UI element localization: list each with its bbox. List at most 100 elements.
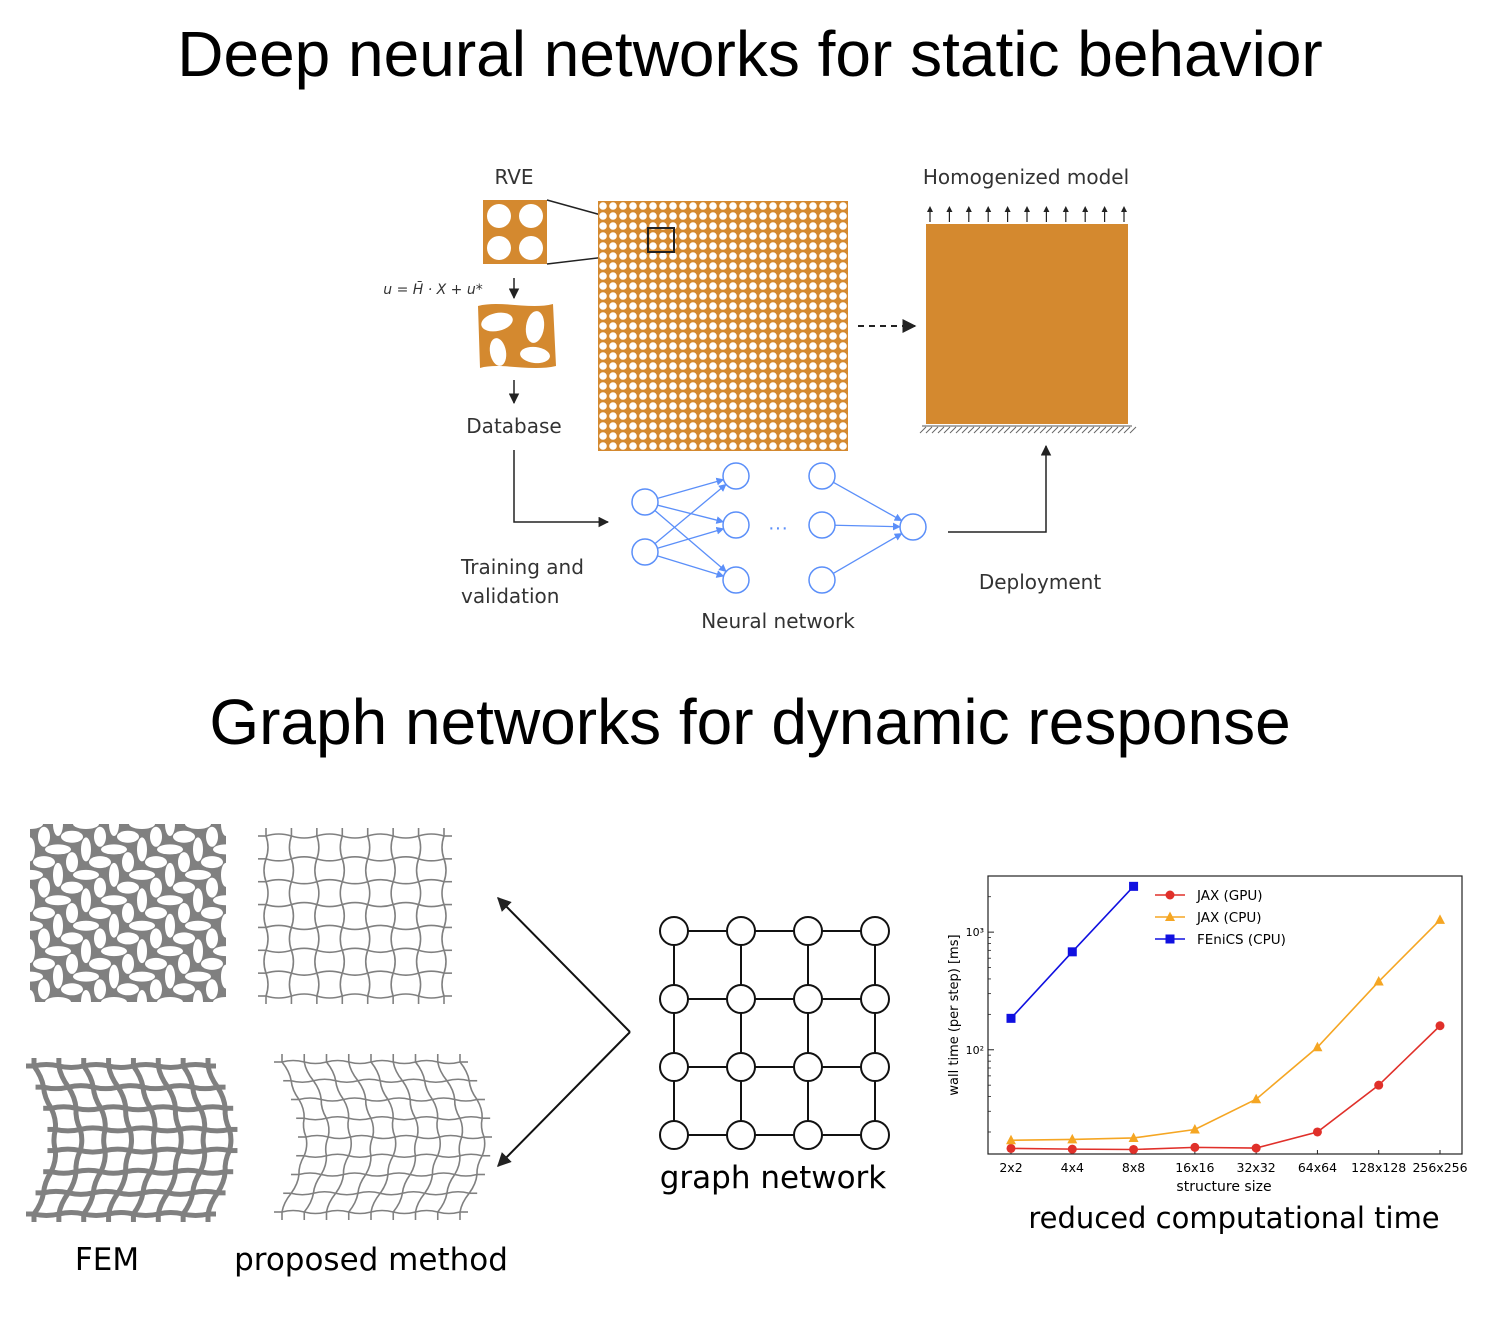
graph-network-diagram: [659, 916, 890, 1150]
data-point: [1190, 1142, 1200, 1152]
data-point: [1312, 1127, 1322, 1137]
nn-node: [722, 462, 750, 490]
data-point: [1189, 1123, 1200, 1134]
graph-node: [860, 1120, 890, 1150]
nn-ellipsis: ···: [768, 517, 788, 539]
nn-node: [722, 566, 750, 594]
x-tick-label: 4x4: [1061, 1160, 1084, 1175]
homogenized-model-label: Homogenized model: [923, 165, 1129, 189]
data-point: [1373, 976, 1384, 986]
x-tick-label: 32x32: [1237, 1160, 1276, 1175]
chart-series: [1006, 881, 1445, 1154]
x-tick-label: 64x64: [1298, 1160, 1337, 1175]
database-label: Database: [466, 414, 561, 438]
arrow-database-to-network: [513, 450, 610, 528]
graph-node: [659, 984, 689, 1014]
graph-node: [659, 1052, 689, 1082]
dynamic-section-title: Graph networks for dynamic response: [209, 686, 1291, 758]
graph-node: [860, 916, 890, 946]
nn-node: [722, 511, 750, 539]
nn-node: [631, 488, 659, 516]
fem-structure-undeformed: [17, 812, 239, 1014]
rve-zoom-box: [647, 227, 675, 253]
data-point: [1251, 1093, 1262, 1104]
series-line: [1010, 1025, 1441, 1151]
y-tick-label: 10²: [966, 1044, 984, 1057]
x-tick-label: 8x8: [1122, 1160, 1145, 1175]
data-point: [1006, 1143, 1016, 1153]
data-point: [1129, 1144, 1139, 1154]
neural-network-diagram: [631, 462, 927, 594]
dynamic-diagram: FEM proposed method graph network struct…: [17, 812, 1468, 1278]
nn-node: [808, 462, 836, 490]
fixed-support-hatch: [919, 425, 1137, 434]
proposed-structure-undeformed: [258, 828, 452, 1004]
graph-node: [860, 984, 890, 1014]
data-point: [1435, 1021, 1445, 1031]
graph-node: [659, 1120, 689, 1150]
data-point: [1067, 1133, 1078, 1144]
data-point: [1435, 914, 1445, 924]
legend-entry: JAX (GPU): [1196, 888, 1263, 904]
data-point: [1374, 1080, 1384, 1090]
y-tick-label: 10³: [966, 926, 984, 939]
deformed-rve: [478, 304, 556, 368]
chart-plot-area: [987, 875, 1463, 1155]
static-section-title: Deep neural networks for static behavior: [177, 18, 1323, 90]
arrow-graph-to-bottom: [497, 1031, 631, 1167]
training-label-line1: Training and: [460, 555, 584, 579]
graph-node: [726, 916, 756, 946]
chart-ticks: 2x2 4x4 8x8 16x16 32x32 64x64 128x128 256x256 10…: [966, 896, 1468, 1175]
proposed-method-label: proposed method: [234, 1242, 508, 1278]
graph-node: [659, 916, 689, 946]
graph-node: [860, 1052, 890, 1082]
data-point: [1006, 1134, 1016, 1145]
chart-legend: JAX (GPU) JAX (CPU) FEniCS (CPU): [1155, 888, 1286, 948]
fem-structure-deformed: [26, 1058, 238, 1222]
chart-caption: reduced computational time: [1028, 1201, 1439, 1235]
nn-node: [899, 513, 927, 541]
rve-lattice: [598, 201, 848, 451]
proposed-structure-deformed: [274, 1054, 492, 1220]
nn-node: [808, 566, 836, 594]
homogenized-block: [926, 224, 1128, 424]
data-point: [1312, 1041, 1323, 1052]
graph-node: [726, 1052, 756, 1082]
rve-cell: [483, 200, 547, 264]
arrow-network-to-model: [948, 444, 1052, 533]
nn-node: [808, 511, 836, 539]
x-tick-label: 16x16: [1175, 1160, 1214, 1175]
graph-node: [726, 984, 756, 1014]
data-point: [1006, 1013, 1016, 1023]
legend-entry: JAX (CPU): [1196, 910, 1262, 926]
data-point: [1129, 881, 1139, 891]
data-point: [1251, 1143, 1261, 1153]
graph-node: [793, 984, 823, 1014]
arrow-graph-to-top: [497, 897, 631, 1033]
graph-network-label: graph network: [660, 1160, 887, 1196]
graph-node: [726, 1120, 756, 1150]
data-point: [1067, 1144, 1077, 1154]
load-arrows: [927, 206, 1127, 222]
legend-entry: FEniCS (CPU): [1197, 932, 1286, 948]
chart-xlabel: structure size: [1176, 1179, 1271, 1195]
neural-network-label: Neural network: [701, 609, 855, 633]
chart-ylabel: wall time (per step) [ms]: [947, 934, 962, 1095]
deployment-label: Deployment: [979, 570, 1101, 594]
training-label-line2: validation: [461, 584, 559, 608]
graph-node: [793, 916, 823, 946]
series-line: [1010, 919, 1441, 1142]
x-tick-label: 256x256: [1412, 1160, 1467, 1175]
wall-time-chart: structure size wall time (per step) [ms]…: [947, 875, 1468, 1195]
nn-node: [631, 538, 659, 566]
fem-label: FEM: [75, 1242, 139, 1278]
data-point: [1067, 947, 1077, 957]
static-diagram: RVE u = H̄ · X + u* Database Homogenized…: [383, 165, 1137, 633]
x-tick-label: 128x128: [1351, 1160, 1406, 1175]
homogenization-equation: u = H̄ · X + u*: [383, 280, 482, 298]
data-point: [1128, 1132, 1139, 1142]
graph-node: [793, 1120, 823, 1150]
graph-node: [793, 1052, 823, 1082]
x-tick-label: 2x2: [999, 1160, 1022, 1175]
